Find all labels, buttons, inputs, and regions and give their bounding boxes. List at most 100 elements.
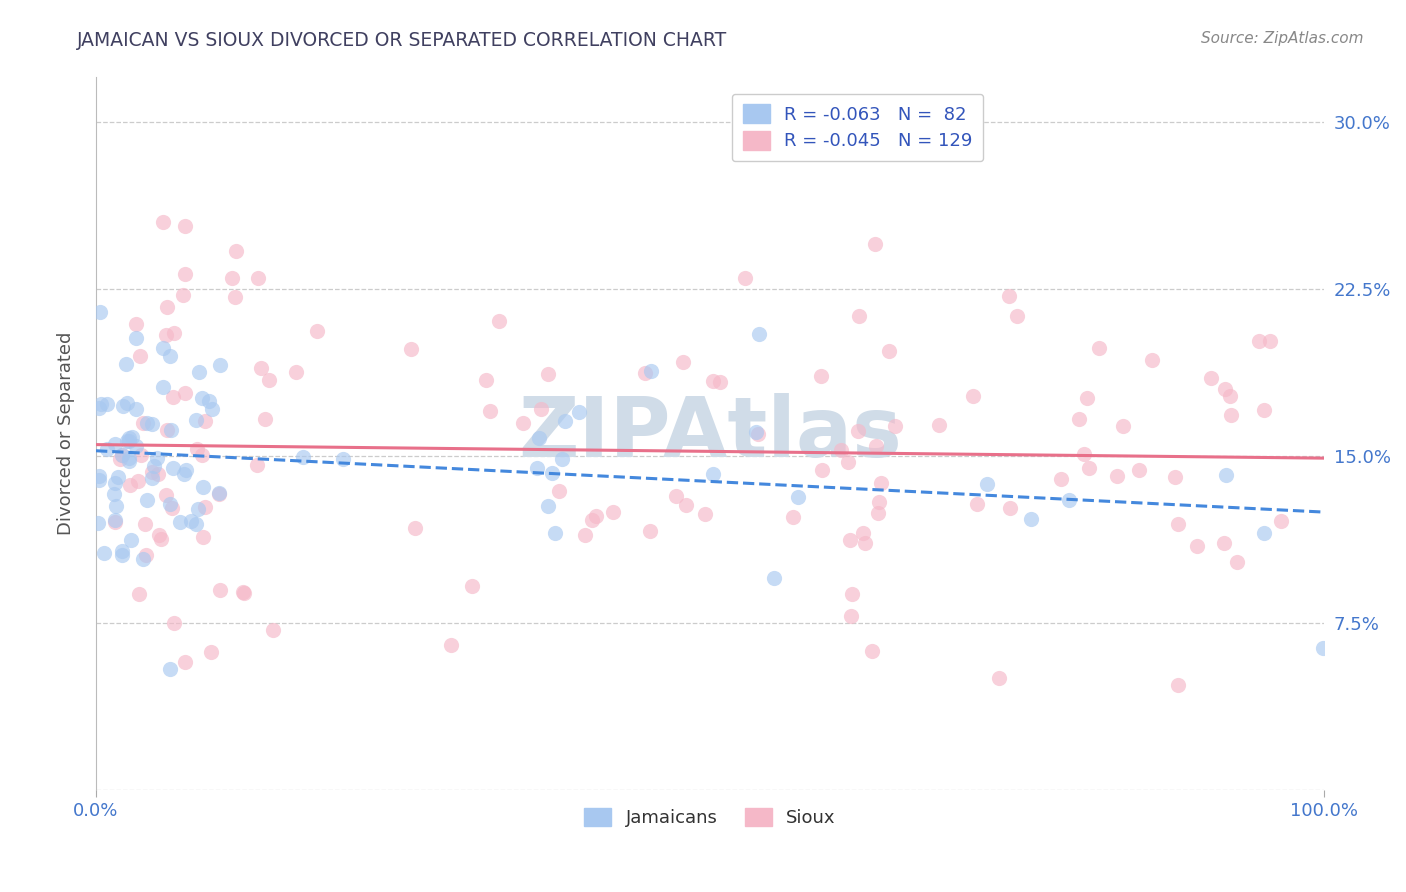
Point [1219,389,1241,403]
Point [291,450,314,464]
Point [246,271,269,285]
Point [1128,463,1150,477]
Point [118,477,141,491]
Point [115,357,138,371]
Point [748,327,770,342]
Point [1167,678,1189,692]
Point [96,397,118,411]
Point [884,419,907,434]
Point [103,487,125,501]
Point [188,364,211,378]
Text: JAMAICAN VS SIOUX DIVORCED OR SEPARATED CORRELATION CHART: JAMAICAN VS SIOUX DIVORCED OR SEPARATED … [77,31,727,50]
Point [527,431,550,445]
Point [526,460,548,475]
Point [998,289,1021,303]
Point [1226,555,1249,569]
Point [124,331,146,345]
Point [129,349,152,363]
Point [1258,334,1281,348]
Point [152,380,174,394]
Point [104,476,127,491]
Point [125,401,148,416]
Point [634,366,657,380]
Point [962,389,984,403]
Point [1212,536,1234,550]
Point [131,448,153,462]
Point [159,662,181,676]
Point [249,361,271,376]
Point [811,463,834,477]
Point [747,426,769,441]
Point [141,471,163,485]
Point [132,552,155,566]
Point [262,623,284,637]
Point [285,365,308,379]
Point [537,500,560,514]
Point [665,489,688,503]
Point [475,374,498,388]
Point [141,465,163,479]
Point [602,505,624,519]
Point [112,400,135,414]
Point [221,270,243,285]
Point [200,645,222,659]
Text: Source: ZipAtlas.com: Source: ZipAtlas.com [1201,31,1364,46]
Point [461,579,484,593]
Point [173,467,195,481]
Point [530,401,553,416]
Point [160,423,183,437]
Point [1050,472,1073,486]
Point [128,587,150,601]
Point [877,344,900,359]
Point [201,401,224,416]
Point [104,516,127,530]
Point [554,414,576,428]
Point [1057,493,1080,508]
Text: ZIPAtlas: ZIPAtlas [517,393,901,475]
Point [1164,470,1187,484]
Point [156,423,179,437]
Point [111,448,134,462]
Point [672,355,695,369]
Point [169,515,191,529]
Point [1088,341,1111,355]
Point [1166,516,1188,531]
Point [1073,447,1095,461]
Point [141,417,163,431]
Point [209,358,232,372]
Point [246,458,269,472]
Point [190,448,212,462]
Point [745,425,768,440]
Point [1067,411,1090,425]
Point [87,473,110,487]
Point [987,671,1010,685]
Point [675,498,697,512]
Point [1076,391,1098,405]
Point [810,368,832,383]
Point [184,412,207,426]
Point [1253,403,1275,417]
Point [839,533,862,547]
Point [104,513,127,527]
Point [136,493,159,508]
Point [117,396,139,410]
Point [117,434,139,448]
Point [111,548,134,562]
Point [87,516,110,530]
Point [93,545,115,559]
Point [118,434,141,449]
Point [638,524,661,538]
Point [159,349,181,363]
Point [111,543,134,558]
Point [172,288,194,302]
Point [865,438,887,452]
Point [702,374,724,388]
Point [1112,418,1135,433]
Point [1199,371,1222,385]
Point [574,527,596,541]
Point [693,507,716,521]
Point [87,401,110,415]
Point [868,495,890,509]
Point [830,443,852,458]
Point [125,439,148,453]
